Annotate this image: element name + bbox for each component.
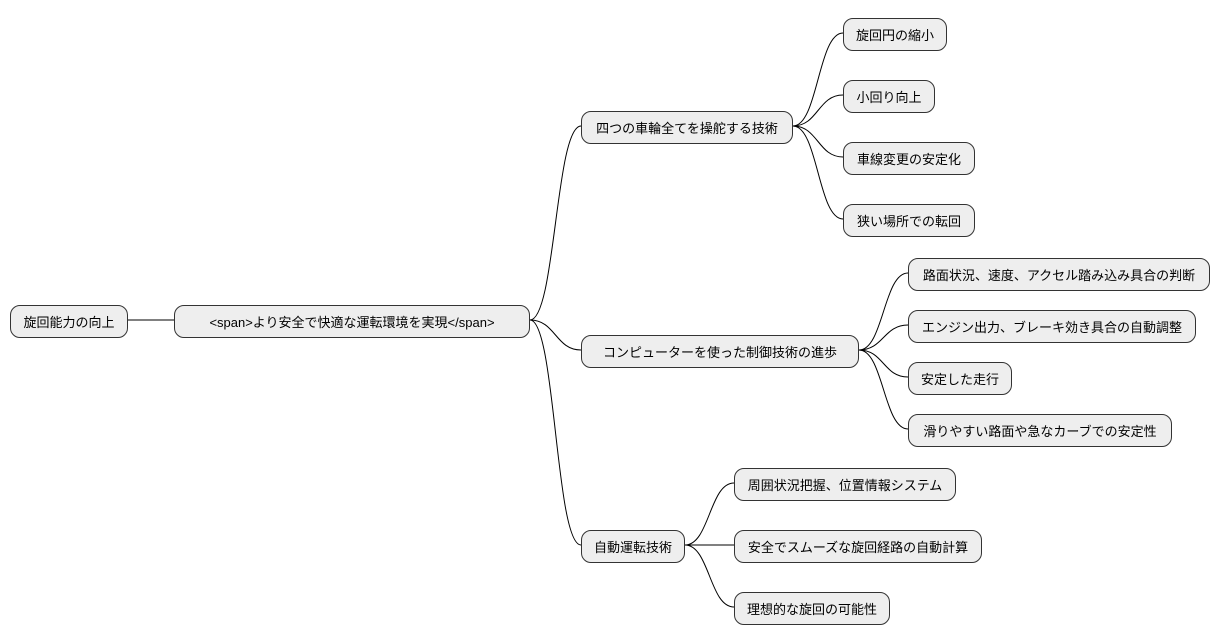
- node-l1: <span>より安全で快適な運転環境を実現</span>: [174, 305, 530, 338]
- node-label: 小回り向上: [856, 87, 921, 106]
- node-label: 旋回能力の向上: [23, 312, 114, 331]
- node-b2c1: 路面状況、速度、アクセル踏み込み具合の判断: [908, 258, 1210, 291]
- node-b3c1: 周囲状況把握、位置情報システム: [734, 468, 956, 501]
- node-b2c3: 安定した走行: [908, 362, 1012, 395]
- node-label: 周囲状況把握、位置情報システム: [748, 475, 943, 494]
- node-label: 安全でスムーズな旋回経路の自動計算: [748, 537, 968, 556]
- node-label: 車線変更の安定化: [857, 149, 961, 168]
- node-b1c2: 小回り向上: [843, 80, 935, 113]
- node-label: <span>より安全で快適な運転環境を実現</span>: [209, 312, 494, 331]
- node-b3c3: 理想的な旋回の可能性: [734, 592, 890, 625]
- node-label: 自動運転技術: [594, 537, 672, 556]
- node-label: 安定した走行: [921, 369, 999, 388]
- node-b2: コンピューターを使った制御技術の進歩: [581, 335, 859, 368]
- node-b1c4: 狭い場所での転回: [843, 204, 975, 237]
- node-b3c2: 安全でスムーズな旋回経路の自動計算: [734, 530, 982, 563]
- node-label: 理想的な旋回の可能性: [747, 599, 877, 618]
- node-b1c1: 旋回円の縮小: [843, 18, 947, 51]
- node-b1: 四つの車輪全てを操舵する技術: [581, 111, 793, 144]
- node-label: 四つの車輪全てを操舵する技術: [596, 118, 778, 137]
- node-b1c3: 車線変更の安定化: [843, 142, 975, 175]
- node-b3: 自動運転技術: [581, 530, 685, 563]
- node-root: 旋回能力の向上: [10, 305, 128, 338]
- node-b2c4: 滑りやすい路面や急なカーブでの安定性: [908, 414, 1172, 447]
- node-label: エンジン出力、ブレーキ効き具合の自動調整: [922, 317, 1182, 336]
- node-b2c2: エンジン出力、ブレーキ効き具合の自動調整: [908, 310, 1196, 343]
- node-label: 旋回円の縮小: [856, 25, 934, 44]
- node-label: 滑りやすい路面や急なカーブでの安定性: [923, 421, 1156, 440]
- node-label: 路面状況、速度、アクセル踏み込み具合の判断: [923, 265, 1195, 284]
- node-label: コンピューターを使った制御技術の進歩: [603, 342, 837, 361]
- node-label: 狭い場所での転回: [857, 211, 961, 230]
